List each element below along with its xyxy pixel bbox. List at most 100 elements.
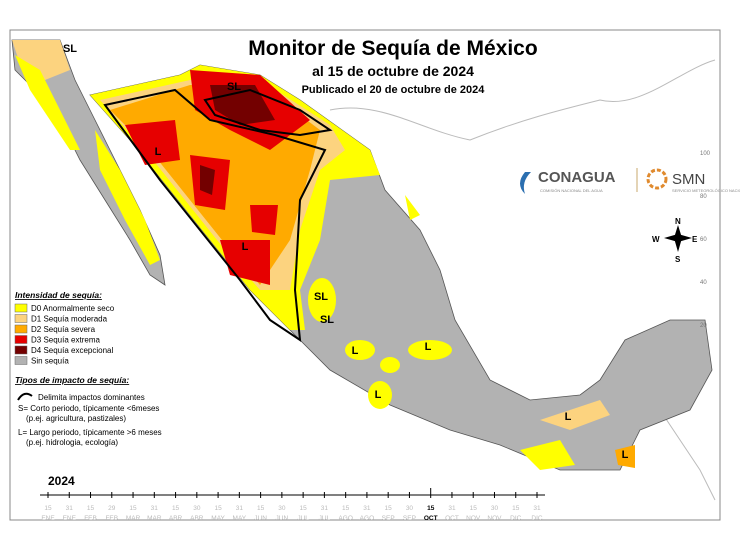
timeline-day: 15 <box>427 505 435 512</box>
timeline-year: 2024 <box>48 474 75 488</box>
impact-title: Tipos de impacto de sequía: <box>15 375 129 385</box>
timeline-month: FEB <box>84 515 97 522</box>
d0-area <box>345 340 375 360</box>
map-label: SL <box>63 43 77 55</box>
zac-d3 <box>250 205 278 235</box>
timeline-month: OCT <box>424 515 438 522</box>
conagua-sub: COMISIÓN NACIONAL DEL AGUA <box>540 188 603 193</box>
timeline-month: JUN <box>276 515 289 522</box>
legend-box <box>12 290 192 460</box>
map-label: SL <box>314 291 328 303</box>
d0-area <box>368 381 392 409</box>
timeline-month: DIC <box>531 515 543 522</box>
timeline-month: JUL <box>297 515 309 522</box>
timeline-month: MAR <box>147 515 162 522</box>
legend-label: D0 Anormalmente seco <box>31 304 115 313</box>
map-label: L <box>425 341 432 353</box>
timeline-month: ENE <box>41 515 55 522</box>
d0-area <box>405 195 420 220</box>
map-label: L <box>242 241 249 253</box>
impact-s-ex: (p.ej. agricultura, pastizales) <box>26 414 126 423</box>
coast-usa <box>329 59 716 141</box>
timeline-day: 30 <box>193 505 201 512</box>
timeline-month: JUN <box>254 515 267 522</box>
d0-area <box>408 340 452 360</box>
timeline-day: 31 <box>66 505 74 512</box>
compass-n: N <box>675 217 681 226</box>
timeline-day: 15 <box>470 505 478 512</box>
compass <box>664 225 692 252</box>
conagua-icon <box>520 172 531 194</box>
legend-swatch <box>14 345 28 355</box>
impact-l-ex: (p.ej. hidrologia, ecología) <box>26 438 118 447</box>
impact-line <box>103 88 327 343</box>
timeline-month: JUL <box>319 515 331 522</box>
smn-sub: SERVICIO METEOROLÓGICO NACIONAL <box>672 188 740 193</box>
timeline-month: DIC <box>510 515 522 522</box>
timeline-day: 31 <box>363 505 371 512</box>
timeline-day: 15 <box>172 505 180 512</box>
timeline-day: 15 <box>257 505 265 512</box>
map-label: L <box>622 449 629 461</box>
timeline-month: SEP <box>382 515 395 522</box>
timeline-day: 15 <box>342 505 350 512</box>
timeline-day: 31 <box>321 505 329 512</box>
timeline-day: 31 <box>236 505 244 512</box>
timeline-month: SEP <box>403 515 416 522</box>
timeline-month: MAR <box>126 515 141 522</box>
legend-swatch <box>14 314 28 323</box>
compass-e: E <box>692 235 698 244</box>
timeline-month: ABR <box>190 515 204 522</box>
timeline-month: FEB <box>105 515 118 522</box>
timeline-day: 15 <box>300 505 308 512</box>
impact-l: L= Largo periodo, típicamente >6 meses <box>18 428 162 437</box>
timeline-month: AGO <box>360 515 374 522</box>
timeline-day: 30 <box>406 505 414 512</box>
timeline-month: MAY <box>233 515 247 522</box>
impact-line-label: Delimita impactos dominantes <box>38 393 145 402</box>
date: al 15 de octubre de 2024 <box>312 63 474 79</box>
legend-label: D1 Sequía moderada <box>31 315 108 324</box>
timeline-month: NOV <box>466 515 481 522</box>
d0-area <box>308 278 336 322</box>
map-label: SL <box>227 81 241 93</box>
lat-label: 40 <box>700 280 707 286</box>
timeline-month: AGO <box>338 515 352 522</box>
legend-swatch <box>14 356 28 365</box>
impact-line <box>203 88 333 137</box>
legend-title: Intensidad de sequía: <box>15 290 102 300</box>
smn-icon <box>646 168 668 190</box>
baja-d0 <box>15 55 80 150</box>
legend-swatch <box>14 324 28 334</box>
timeline-day: 15 <box>385 505 393 512</box>
qroo-d2 <box>615 445 635 468</box>
timeline-day: 31 <box>151 505 159 512</box>
legend-swatch <box>14 335 28 344</box>
timeline-day: 15 <box>44 505 52 512</box>
sinaloa-d3 <box>220 240 270 285</box>
d0-area <box>380 357 400 373</box>
timeline-day: 31 <box>533 505 541 512</box>
timeline-month: ABR <box>169 515 183 522</box>
impact-s: S= Corto periodo, típicamente <6meses <box>18 404 159 413</box>
legend-label: D2 Sequía severa <box>31 325 96 334</box>
baja-sur-d0 <box>95 130 160 265</box>
map-label: L <box>375 389 382 401</box>
compass-s: S <box>675 255 681 264</box>
timeline-day: 15 <box>87 505 95 512</box>
lat-label: 80 <box>700 194 707 200</box>
title: Monitor de Sequía de México <box>248 37 537 60</box>
chiapas-d0 <box>520 440 575 470</box>
smn: SMN <box>672 171 705 188</box>
map-label: L <box>155 146 162 158</box>
map-label: SL <box>320 314 334 326</box>
timeline-day: 15 <box>214 505 222 512</box>
legend-label: D4 Sequía excepcional <box>31 346 114 355</box>
tab-d1 <box>540 400 610 430</box>
compass-w: W <box>652 235 660 244</box>
map-label: L <box>352 345 359 357</box>
legend-label: D3 Sequía extrema <box>31 336 100 345</box>
sonora-d3 <box>125 120 180 165</box>
lat-label: 20 <box>700 323 707 329</box>
